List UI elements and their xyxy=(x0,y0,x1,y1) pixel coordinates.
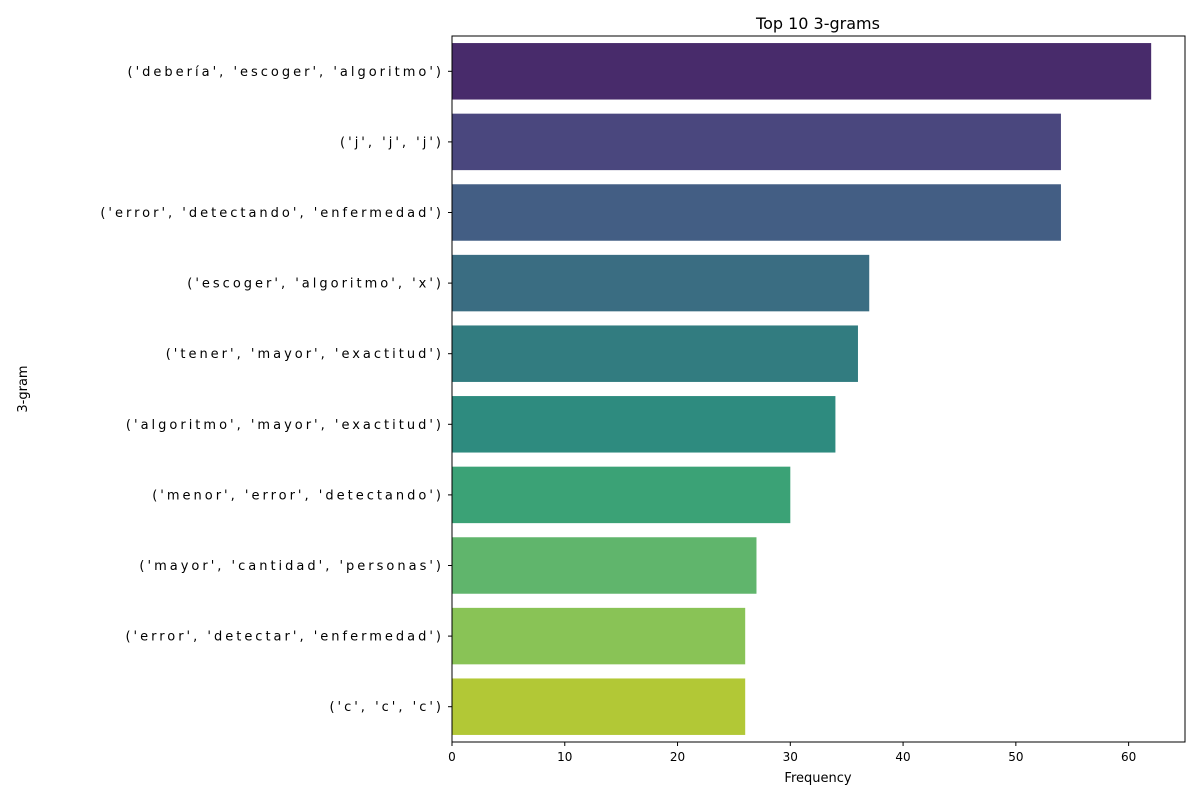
chart-title: Top 10 3-grams xyxy=(755,14,880,33)
y-tick-labels: ('debería', 'escoger', 'algoritmo') ('j',… xyxy=(100,65,452,715)
y-tick-label: ('mayor', 'cantidad', 'personas') xyxy=(139,559,444,574)
bar xyxy=(452,325,858,382)
x-tick-label: 50 xyxy=(1008,750,1023,764)
bar xyxy=(452,678,746,735)
y-tick-label: ('c', 'c', 'c') xyxy=(329,700,444,715)
y-tick-label: ('error', 'detectando', 'enfermedad') xyxy=(100,206,444,221)
y-axis-label: 3-gram xyxy=(16,365,31,412)
x-tick-label: 20 xyxy=(670,750,685,764)
x-tick-label: 60 xyxy=(1121,750,1136,764)
bar xyxy=(452,396,836,453)
y-tick-label: ('escoger', 'algoritmo', 'x') xyxy=(187,277,444,292)
bar xyxy=(452,607,746,665)
x-axis-label: Frequency xyxy=(784,771,851,786)
y-tick-label: ('menor', 'error', 'detectando') xyxy=(152,488,444,503)
plot-frame xyxy=(451,35,1186,743)
y-tick-label: ('algoritmo', 'mayor', 'exactitud') xyxy=(126,418,444,433)
x-tick-label: 0 xyxy=(448,750,456,764)
x-tick-label: 30 xyxy=(783,750,798,764)
bar xyxy=(452,184,1061,241)
x-tick-label: 40 xyxy=(895,750,910,764)
bars-group xyxy=(452,43,1152,735)
y-tick-label: ('debería', 'escoger', 'algoritmo') xyxy=(128,65,444,80)
y-tick-label: ('tener', 'mayor', 'exactitud') xyxy=(166,347,444,362)
bar xyxy=(452,537,757,594)
x-ticks: 0 10 20 30 40 50 60 xyxy=(448,742,1136,764)
bar xyxy=(452,254,870,312)
y-tick-label: ('error', 'detectar', 'enfermedad') xyxy=(125,630,444,645)
bar xyxy=(452,43,1152,100)
bar xyxy=(452,113,1061,171)
x-tick-label: 10 xyxy=(557,750,572,764)
bar xyxy=(452,466,791,524)
y-tick-label: ('j', 'j', 'j') xyxy=(340,135,444,150)
